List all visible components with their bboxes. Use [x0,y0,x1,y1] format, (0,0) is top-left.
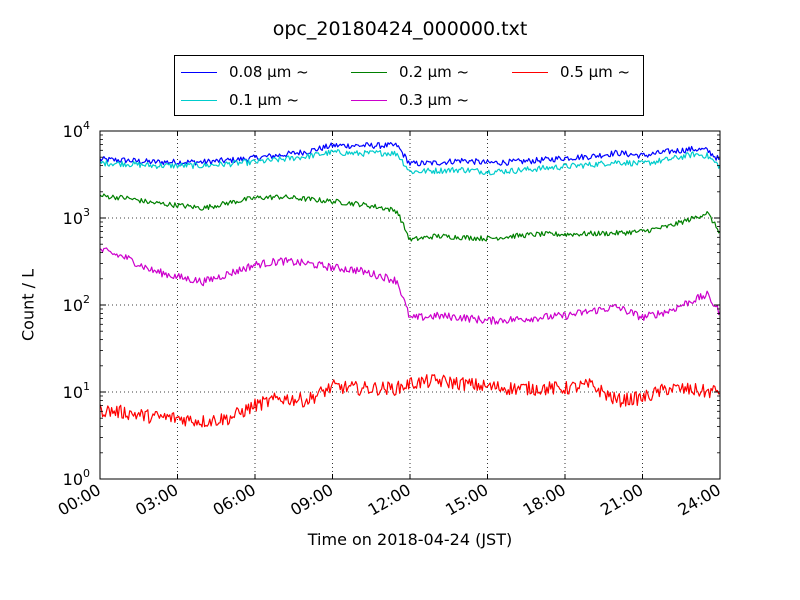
legend-item-3: 0.3 µm ~ [351,89,469,111]
chart-title: opc_20180424_000000.txt [272,18,528,40]
legend-item-2: 0.2 µm ~ [351,61,469,83]
legend-swatch-2 [351,71,387,73]
legend-label-1: 0.1 µm ~ [229,91,300,109]
y-tick-label: 100 [63,467,90,489]
grid-lines [100,131,720,479]
legend-swatch-0 [181,71,217,73]
legend-item-4: 0.5 µm ~ [512,61,630,83]
series-line-1 [99,149,721,176]
legend-label-0: 0.08 µm ~ [229,63,309,81]
legend: 0.08 µm ~ 0.2 µm ~ 0.5 µm ~ 0.1 µm ~ 0.3… [174,55,644,116]
x-tick-label: 21:00 [597,480,646,520]
series-line-2 [99,193,721,242]
legend-swatch-3 [351,99,387,101]
x-tick-label: 18:00 [520,480,569,520]
series-line-3 [99,247,721,325]
series-line-0 [99,142,721,167]
series-lines [99,142,721,428]
series-line-4 [99,374,721,428]
y-tick-label: 104 [63,119,90,141]
y-tick-label: 103 [63,206,90,228]
y-axis-label: Count / L [18,269,38,341]
x-tick-label: 03:00 [132,480,181,520]
legend-item-1: 0.1 µm ~ [181,89,299,111]
x-tick-label: 12:00 [365,480,414,520]
legend-label-2: 0.2 µm ~ [399,63,470,81]
y-tick-label: 101 [63,380,90,402]
legend-swatch-1 [181,99,217,101]
y-tick-label: 102 [63,293,90,315]
legend-item-0: 0.08 µm ~ [181,61,309,83]
axis-ticks: 00:00 03:00 06:00 09:00 12:00 15:00 18:00 21:00… [55,119,724,520]
x-tick-label: 06:00 [210,480,259,520]
x-tick-label: 09:00 [287,480,336,520]
legend-label-3: 0.3 µm ~ [399,91,470,109]
x-axis-label: Time on 2018-04-24 (JST) [307,530,513,549]
x-tick-label: 24:00 [675,480,724,520]
legend-swatch-4 [512,71,548,73]
x-tick-label: 15:00 [442,480,491,520]
legend-label-4: 0.5 µm ~ [560,63,631,81]
